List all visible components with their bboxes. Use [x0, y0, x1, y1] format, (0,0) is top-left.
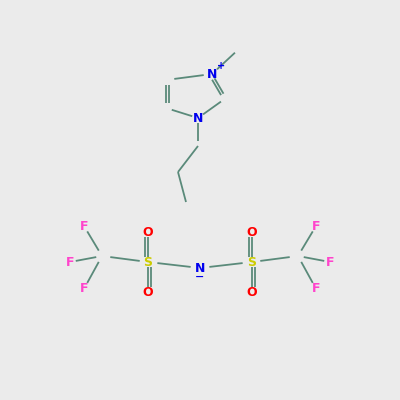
Text: +: +	[217, 61, 225, 71]
Text: F: F	[80, 282, 88, 295]
Text: S: S	[144, 256, 152, 268]
Text: O: O	[143, 286, 153, 298]
Text: O: O	[143, 226, 153, 238]
Text: F: F	[312, 282, 320, 295]
Text: F: F	[312, 220, 320, 232]
Text: F: F	[66, 256, 74, 268]
Text: N: N	[193, 112, 203, 124]
Text: N: N	[195, 262, 205, 274]
Text: S: S	[248, 256, 256, 268]
Text: F: F	[80, 220, 88, 232]
Text: O: O	[247, 226, 257, 238]
Text: −: −	[195, 272, 205, 282]
Text: N: N	[207, 68, 217, 80]
Text: O: O	[247, 286, 257, 298]
Text: F: F	[326, 256, 334, 268]
